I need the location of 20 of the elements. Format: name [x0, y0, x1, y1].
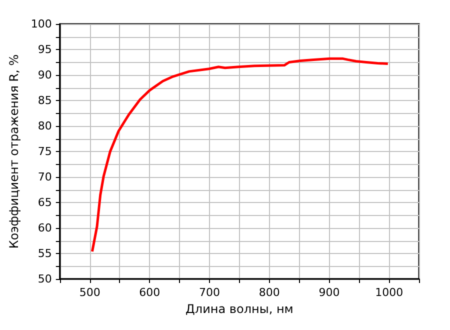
y-tick-label: 90: [38, 68, 52, 82]
y-axis-title: Коэффициент отражения R, %: [7, 54, 21, 249]
y-tick-label: 75: [38, 145, 52, 158]
x-tick-label: 800: [258, 286, 280, 299]
y-tick-label: 50: [38, 272, 52, 286]
y-tick-label: 80: [38, 120, 52, 132]
y-tick-label: 100: [30, 18, 52, 30]
y-tick-label: 85: [38, 94, 52, 107]
x-tick-label: 900: [318, 286, 340, 299]
y-tick-label: 70: [38, 170, 52, 184]
x-tick-label: 1000: [375, 286, 404, 299]
y-tick-label: 55: [38, 247, 52, 260]
x-axis-title: Длина волны, нм: [186, 302, 294, 316]
y-tick-label: 60: [38, 222, 52, 234]
x-tick-label: 600: [139, 286, 160, 299]
x-tick-label: 500: [79, 286, 100, 299]
line-series: [90, 57, 390, 253]
x-tick-label: 700: [199, 286, 220, 299]
y-tick-label: 95: [38, 43, 52, 56]
y-tick-label: 65: [38, 196, 52, 209]
